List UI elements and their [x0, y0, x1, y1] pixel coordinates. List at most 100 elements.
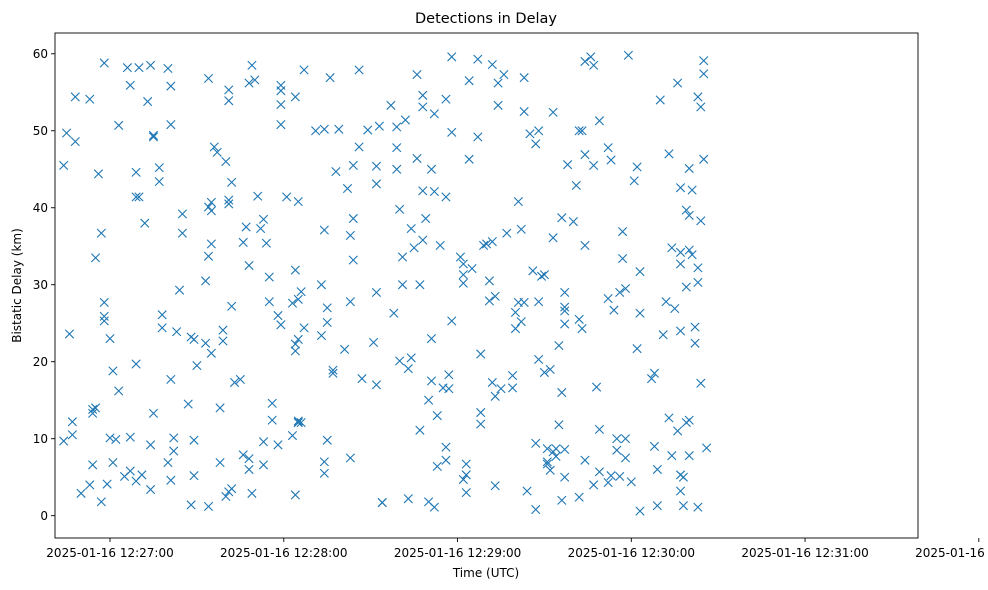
data-point-38 — [131, 192, 141, 202]
data-point-181 — [377, 497, 387, 508]
data-point-242 — [476, 407, 486, 418]
data-point-116 — [258, 437, 269, 447]
data-point-53 — [157, 323, 167, 333]
data-point-158 — [328, 368, 338, 378]
data-point-205 — [421, 213, 431, 224]
data-point-25 — [105, 334, 115, 344]
data-point-274 — [531, 438, 541, 448]
data-point-345 — [646, 374, 657, 384]
data-point-305 — [574, 492, 584, 502]
data-point-104 — [238, 237, 248, 247]
data-point-144 — [296, 417, 306, 428]
data-point-350 — [652, 501, 662, 511]
data-point-114 — [258, 214, 269, 224]
data-point-317 — [589, 480, 599, 490]
data-point-235 — [464, 76, 474, 86]
data-point-182 — [386, 100, 396, 110]
data-point-318 — [591, 382, 602, 392]
data-point-178 — [371, 287, 382, 298]
data-point-325 — [606, 155, 616, 165]
data-point-143 — [296, 287, 306, 297]
data-point-307 — [574, 126, 584, 136]
data-point-340 — [632, 162, 642, 172]
data-point-285 — [545, 465, 555, 475]
data-point-129 — [282, 192, 292, 202]
data-point-263 — [513, 197, 523, 207]
data-point-163 — [342, 183, 353, 194]
data-point-50 — [148, 408, 159, 418]
data-point-367 — [678, 472, 689, 482]
data-point-370 — [684, 415, 694, 425]
data-point-5 — [67, 417, 77, 427]
data-point-75 — [203, 73, 214, 84]
data-point-268 — [519, 106, 529, 117]
data-point-10 — [85, 94, 95, 104]
data-point-187 — [395, 204, 405, 214]
data-point-185 — [392, 143, 402, 153]
data-point-21 — [99, 316, 109, 326]
data-point-126 — [276, 80, 286, 90]
data-point-105 — [244, 260, 254, 271]
data-point-202 — [418, 90, 428, 100]
data-point-170 — [354, 142, 364, 152]
data-point-247 — [487, 237, 497, 247]
data-point-49 — [148, 130, 159, 140]
data-point-354 — [664, 413, 674, 423]
data-point-150 — [319, 457, 329, 467]
data-point-329 — [612, 434, 622, 444]
data-point-43 — [140, 218, 150, 228]
data-point-7 — [70, 92, 80, 102]
data-point-67 — [183, 399, 193, 409]
data-point-86 — [215, 403, 225, 413]
data-point-140 — [293, 334, 303, 344]
data-point-383 — [693, 502, 703, 512]
data-point-183 — [389, 308, 399, 318]
data-point-254 — [493, 78, 503, 88]
data-point-14 — [90, 403, 101, 413]
data-point-136 — [293, 294, 303, 304]
x-axis: 2025-01-16 12:27:00 2025-01-16 12:28:00 20… — [46, 538, 988, 560]
data-point-141 — [293, 417, 303, 428]
data-point-362 — [675, 486, 686, 496]
data-point-147 — [311, 126, 321, 136]
data-point-62 — [169, 446, 179, 456]
data-point-327 — [609, 305, 619, 315]
data-point-222 — [444, 370, 454, 380]
data-point-352 — [661, 297, 671, 307]
data-point-331 — [615, 471, 625, 482]
data-point-189 — [397, 280, 408, 290]
data-point-240 — [476, 419, 486, 429]
data-point-312 — [580, 240, 590, 251]
data-point-160 — [331, 166, 341, 177]
data-point-283 — [542, 444, 552, 454]
data-point-193 — [406, 223, 416, 234]
data-point-27 — [111, 434, 121, 445]
data-point-13 — [88, 460, 98, 470]
data-point-227 — [455, 252, 466, 262]
x-tick-label-3: 2025-01-16 12:30:00 — [568, 546, 695, 560]
data-point-368 — [681, 282, 691, 292]
data-point-175 — [371, 161, 382, 171]
data-point-18 — [99, 58, 109, 68]
data-point-2 — [61, 128, 72, 138]
data-point-57 — [166, 120, 176, 130]
data-point-248 — [487, 59, 497, 70]
data-point-267 — [519, 73, 529, 83]
data-point-264 — [516, 317, 526, 327]
data-point-142 — [293, 416, 303, 426]
data-point-77 — [203, 251, 214, 261]
data-point-299 — [560, 302, 570, 312]
data-point-195 — [406, 353, 416, 363]
data-point-338 — [626, 477, 636, 487]
data-point-121 — [267, 415, 277, 425]
data-point-9 — [85, 480, 95, 490]
data-point-177 — [371, 380, 382, 390]
data-point-216 — [435, 240, 445, 251]
data-point-153 — [319, 468, 329, 478]
data-point-111 — [250, 75, 260, 85]
data-point-6 — [70, 136, 80, 147]
data-point-353 — [664, 149, 674, 159]
data-point-332 — [618, 227, 628, 237]
data-point-287 — [548, 107, 558, 117]
data-point-103 — [241, 222, 251, 232]
